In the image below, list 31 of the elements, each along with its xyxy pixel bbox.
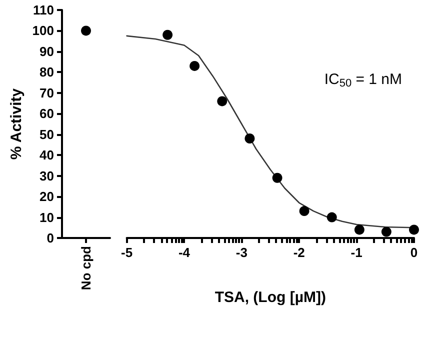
x-axis-title: TSA, (Log [µM]) bbox=[214, 289, 326, 306]
y-tick-label: 60 bbox=[40, 106, 54, 122]
point bbox=[381, 226, 392, 237]
point bbox=[299, 206, 310, 216]
y-axis-title: % Activity bbox=[8, 88, 25, 160]
y-tick-label: 30 bbox=[40, 168, 54, 184]
point bbox=[354, 224, 364, 235]
y-tick-label: 110 bbox=[33, 2, 54, 18]
y-tick-label: 90 bbox=[40, 44, 54, 59]
x-tick-label: 0 bbox=[410, 245, 418, 260]
point bbox=[272, 172, 282, 183]
x-tick-label: -4 bbox=[178, 245, 191, 260]
x-tick-label: -5 bbox=[121, 245, 133, 260]
point bbox=[217, 96, 228, 106]
y-tick-label: 0 bbox=[46, 230, 54, 246]
y-tick-label: 40 bbox=[40, 148, 54, 163]
point bbox=[244, 134, 255, 144]
point bbox=[326, 212, 337, 222]
y-tick-label: 10 bbox=[40, 210, 54, 225]
x-tick-label: -2 bbox=[293, 245, 305, 260]
x-tick-label: No cpd bbox=[78, 246, 94, 290]
x-tick-label: -1 bbox=[350, 245, 362, 260]
point bbox=[409, 224, 419, 235]
point bbox=[162, 30, 173, 40]
y-tick-label: 20 bbox=[40, 189, 54, 204]
point bbox=[190, 60, 200, 71]
y-tick-label: 50 bbox=[40, 126, 54, 142]
y-tick-label: 100 bbox=[32, 23, 54, 38]
x-tick-label: -3 bbox=[236, 245, 248, 260]
y-tick-label: 80 bbox=[40, 64, 54, 80]
y-tick-label: 70 bbox=[40, 85, 54, 100]
